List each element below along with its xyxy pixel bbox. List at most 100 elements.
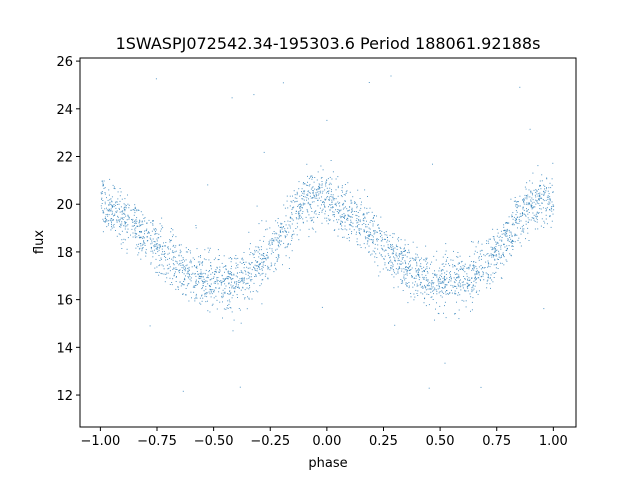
data-point [510,238,512,240]
data-point [172,229,174,231]
data-point [188,268,190,270]
data-point [279,229,281,231]
data-point [214,281,216,283]
data-point [303,203,305,205]
data-point [302,204,304,206]
data-point [349,223,351,225]
data-point [244,289,246,291]
data-point [291,213,293,215]
data-point [263,256,265,258]
data-point [507,240,509,242]
data-point [153,241,155,242]
data-point [278,256,280,258]
data-point [337,176,339,178]
data-point [168,263,170,265]
data-point [398,237,400,239]
data-point [296,191,298,193]
data-point [288,268,290,269]
data-point [520,215,522,217]
data-point [301,216,302,218]
data-point [422,276,424,278]
data-point [259,267,260,269]
data-point [395,254,397,256]
data-point [406,285,408,286]
data-point [101,207,103,209]
data-point [487,260,489,262]
data-point [320,177,322,179]
data-point [544,222,546,224]
data-point [490,287,491,289]
data-point [448,279,450,281]
data-point [319,187,321,188]
data-point [405,261,406,263]
data-point [433,289,435,291]
data-point [371,253,373,255]
data-point [117,191,119,193]
data-point [103,212,105,214]
data-point [224,278,226,280]
data-point [259,269,261,270]
data-point [492,228,494,230]
data-point [309,176,311,178]
data-point [422,286,424,288]
data-point [247,296,248,298]
data-point [333,211,335,213]
data-point [229,287,230,289]
data-point [317,188,319,190]
data-point [535,192,537,193]
data-point [439,276,440,278]
data-point [145,249,147,251]
data-point [253,257,255,258]
data-point [445,317,447,319]
data-point [369,239,371,241]
data-point [540,197,542,199]
data-point [531,197,533,199]
data-point [209,270,210,271]
data-point [400,239,402,241]
data-point [115,211,117,213]
data-point [531,217,533,219]
data-point [111,219,113,221]
data-point [337,185,339,187]
data-point [470,296,472,298]
data-point [141,220,143,222]
data-point [493,255,494,256]
data-point [449,292,451,294]
data-point [460,268,462,270]
data-point [499,257,501,259]
data-point [471,277,473,279]
data-point [209,311,211,313]
data-point [298,188,300,190]
data-point [326,217,328,219]
data-point [185,251,187,253]
data-point [298,213,299,215]
data-point [243,262,245,263]
data-point [512,224,514,226]
data-point [430,282,432,284]
data-point [142,244,144,246]
data-point [165,274,167,275]
data-point [437,288,439,290]
data-point [187,276,189,278]
data-point [281,240,282,242]
data-point [158,274,160,276]
data-point [340,223,342,225]
data-point [500,246,502,248]
data-point [196,297,198,299]
data-point [487,253,489,254]
data-point [398,259,400,261]
data-point [185,275,186,277]
data-point [313,194,315,196]
y-tick-label: 22 [56,151,73,166]
data-point [258,249,260,251]
data-point [454,313,455,315]
data-point [378,275,380,277]
data-point [343,202,345,204]
data-point [473,265,475,267]
data-point [423,271,425,272]
data-point [333,230,335,231]
data-point [536,211,538,213]
data-point [111,214,113,215]
data-point [550,187,552,189]
data-point [299,208,301,209]
